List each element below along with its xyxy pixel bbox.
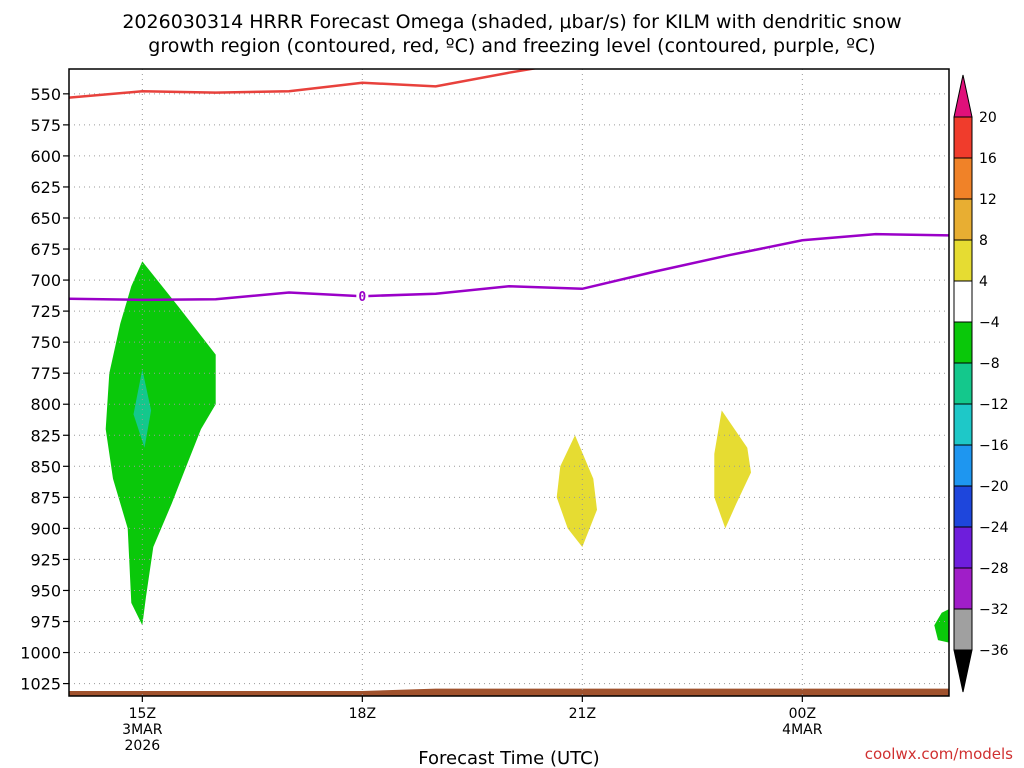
colorbar-segment [953,321,973,364]
x-tick-label: 18Z [349,706,376,722]
colorbar-label: 4 [979,274,988,290]
surface-fill [69,688,949,696]
freezing-label-bg [356,288,369,304]
y-tick-label: 725 [30,302,61,321]
colorbar-top-arrow [953,74,973,118]
grid-lines [69,69,949,696]
colorbar-label: −8 [979,356,1000,372]
dgz-contour-red [69,69,539,99]
y-tick-label: 775 [30,364,61,383]
colorbar-label: 12 [979,192,997,208]
colorbar-label: −24 [979,520,1009,536]
omega-region-1 [133,369,152,448]
colorbar-label: −20 [979,479,1009,495]
x-tick-label: 3MAR [122,722,163,738]
colorbar-label: −28 [979,561,1009,577]
y-tick-label: 900 [30,519,61,538]
colorbar-segment [953,403,973,446]
credit-text: coolwx.com/models [865,745,1013,763]
colorbar-segment [953,526,973,569]
omega-shaded-layer [105,261,949,643]
x-tick-label: 2026 [125,738,161,754]
plot-frame [68,68,950,697]
omega-region-3 [934,609,949,643]
colorbar-segment [953,116,973,159]
y-tick-label: 750 [30,333,61,352]
colorbar-label: 20 [979,110,997,126]
colorbar-segment [953,157,973,200]
y-tick-label: 550 [30,85,61,104]
y-tick-label: 675 [30,240,61,259]
omega-region-5 [714,410,751,529]
y-axis: 550 575 600 625 650 675 700 725 750 775 800 825 850 8… [20,85,69,694]
y-tick-label: 1000 [20,644,61,663]
colorbar-segment [953,198,973,241]
y-tick-label: 825 [30,426,61,445]
y-tick-label: 950 [30,581,61,600]
plot-area: 00 [68,68,950,697]
colorbar: 20 16 12 8 4 −4 −8 −12 −16 −20 −24 −28 −32 −36 [953,74,1009,693]
x-tick-label: 00Z [789,706,816,722]
colorbar-segment [953,280,973,323]
y-tick-label: 850 [30,457,61,476]
colorbar-segment [953,362,973,405]
y-tick-label: 1025 [20,675,61,694]
y-tick-label: 925 [30,550,61,569]
colorbar-label: 8 [979,233,988,249]
colorbar-segment [953,608,973,651]
colorbar-label: −4 [979,315,1000,331]
y-tick-label: 600 [30,147,61,166]
surface-layer [69,688,949,696]
x-tick-label: 15Z [129,706,156,722]
y-tick-label: 975 [30,613,61,632]
colorbar-label: −16 [979,438,1009,454]
colorbar-bottom-arrow [953,649,973,693]
colorbar-label: −12 [979,397,1009,413]
colorbar-label: 16 [979,151,997,167]
x-tick-label: 21Z [569,706,596,722]
colorbar-segment [953,444,973,487]
colorbar-segment [953,567,973,610]
chart-title-line-1: 2026030314 HRRR Forecast Omega (shaded, … [122,11,901,33]
chart-title-line-2: growth region (contoured, red, ºC) and f… [148,35,875,57]
y-tick-label: 700 [30,271,61,290]
contour-layer: 00 [69,69,949,305]
omega-region-4 [556,435,597,547]
y-tick-label: 625 [30,178,61,197]
colorbar-label: −32 [979,602,1009,618]
x-tick-label: 4MAR [782,722,823,738]
y-tick-label: 650 [30,209,61,228]
y-tick-label: 800 [30,395,61,414]
colorbar-segment [953,239,973,282]
freezing-level-contour [69,232,949,302]
colorbar-label: −36 [979,643,1009,659]
omega-region-0 [105,261,216,626]
freezing-level-label-0: 0 [358,290,366,305]
y-tick-label: 575 [30,116,61,135]
y-tick-label: 875 [30,488,61,507]
x-axis-label: Forecast Time (UTC) [418,748,599,768]
colorbar-segment [953,485,973,528]
